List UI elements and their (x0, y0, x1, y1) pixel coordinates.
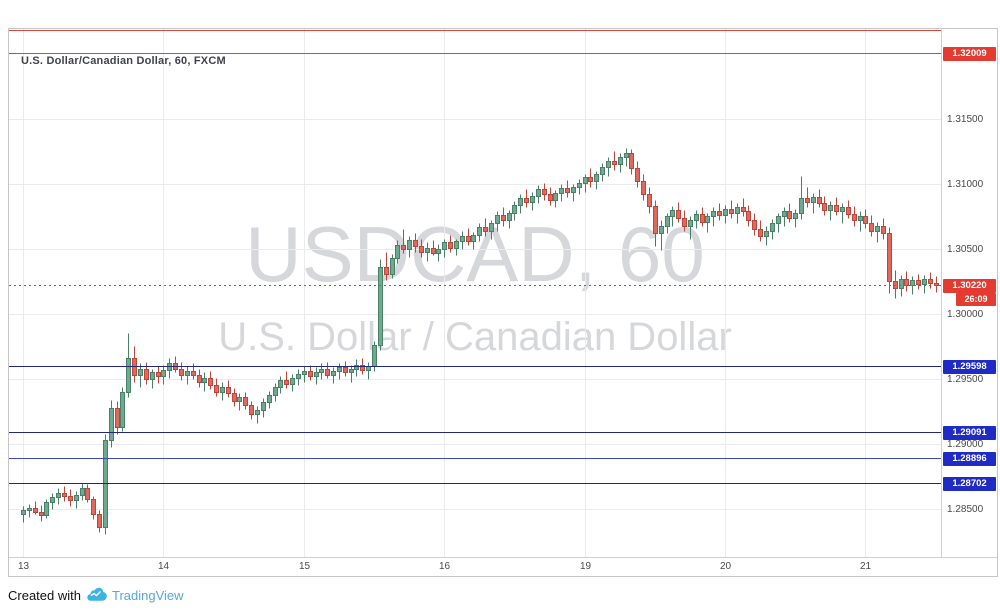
watermark-instrument-name: U.S. Dollar / Canadian Dollar (218, 315, 732, 359)
candlestick-canvas (9, 29, 941, 557)
price-tick-label: 1.31500 (947, 113, 984, 125)
price-tick-label: 1.30500 (947, 243, 984, 255)
price-tick-label: 1.28500 (947, 503, 984, 515)
current-price-label: 1.30220 (943, 278, 996, 293)
time-axis[interactable]: 13 14 15 16 19 20 21 (9, 557, 997, 576)
time-tick-label: 21 (859, 561, 872, 572)
chart-title: U.S. Dollar/Canadian Dollar, 60, FXCM (21, 55, 226, 67)
drawn-level-lines (9, 30, 941, 484)
price-tick-label: 1.31000 (947, 178, 984, 190)
plot-area[interactable]: USDCAD, 60 U.S. Dollar / Canadian Dollar… (9, 29, 941, 557)
price-level-label: 1.29598 (943, 359, 996, 374)
time-tick-label: 14 (157, 561, 170, 572)
price-level-label: 1.29091 (943, 425, 996, 440)
created-with-label: Created with (8, 587, 81, 603)
price-level-label: 1.32009 (943, 46, 996, 61)
price-tick-label: 1.29000 (947, 438, 984, 450)
watermark: USDCAD, 60 U.S. Dollar / Canadian Dollar (9, 215, 941, 357)
chart-frame: USDCAD, 60 U.S. Dollar / Canadian Dollar… (8, 28, 998, 577)
time-tick-label: 20 (719, 561, 732, 572)
tradingview-logo-icon[interactable] (86, 586, 107, 604)
price-tick-label: 1.29500 (947, 373, 984, 385)
price-level-label: 1.28702 (943, 476, 996, 491)
time-tick-label: 16 (438, 561, 451, 572)
tradingview-link[interactable]: TradingView (111, 587, 184, 603)
time-tick-label: 13 (17, 561, 30, 572)
time-tick-label: 15 (298, 561, 311, 572)
attribution-footer: Created with TradingView (8, 584, 184, 606)
time-tick-label: 19 (579, 561, 592, 572)
bar-countdown-label: 26:09 (956, 292, 996, 306)
price-axis[interactable]: 1.31500 1.31000 1.30500 1.30000 1.29500 1.290… (941, 29, 997, 557)
price-level-label: 1.28896 (943, 451, 996, 466)
watermark-symbol: USDCAD, 60 (245, 210, 705, 298)
gridlines (9, 29, 941, 557)
price-tick-label: 1.30000 (947, 308, 984, 320)
candles (21, 148, 939, 535)
